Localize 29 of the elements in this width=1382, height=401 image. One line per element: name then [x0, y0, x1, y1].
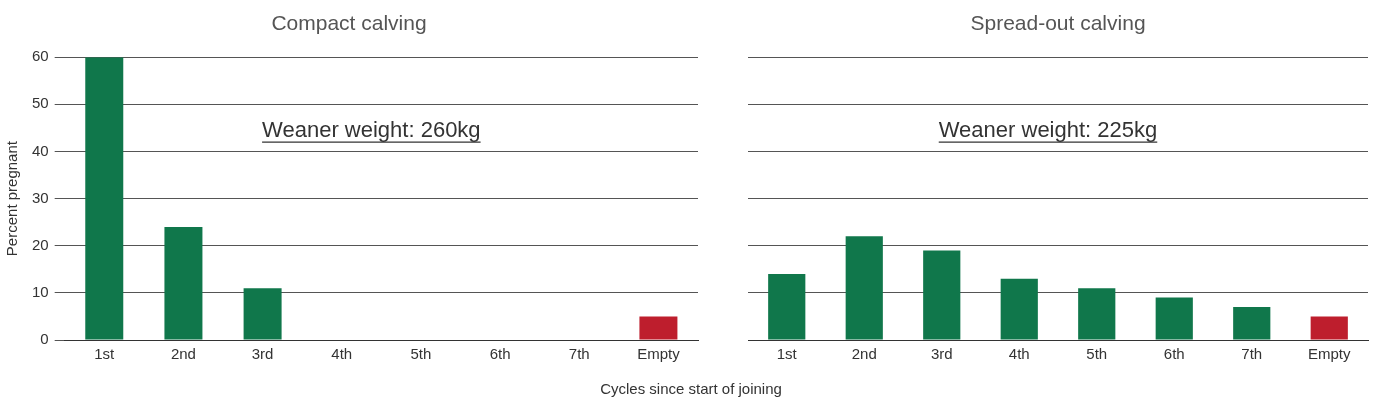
chart-title: Spread-out calving — [970, 11, 1146, 35]
x-tick-label: 4th — [1008, 345, 1030, 363]
y-tick-label: 60 — [32, 47, 49, 65]
x-tick-label: 1st — [94, 345, 116, 363]
x-tick-label: Empty — [1307, 345, 1351, 363]
x-tick-label: 5th — [410, 345, 432, 363]
x-tick-label: 3rd — [251, 345, 274, 363]
x-tick-label: 4th — [331, 345, 353, 363]
y-tick-label: 30 — [32, 188, 49, 206]
x-tick-label: 7th — [568, 345, 590, 363]
x-tick-label: 2nd — [170, 345, 196, 363]
x-tick-label: Empty — [637, 345, 681, 363]
x-axis-title: Cycles since start of joining — [599, 380, 783, 397]
y-tick-label: 20 — [32, 235, 49, 253]
y-tick-label: 0 — [40, 330, 49, 348]
y-axis-title: Percent pregnant — [3, 140, 21, 257]
x-tick-label: 6th — [1163, 345, 1185, 363]
x-tick-label: 6th — [489, 345, 511, 363]
x-tick-label: 5th — [1086, 345, 1108, 363]
x-tick-label: 7th — [1241, 345, 1263, 363]
x-tick-label: 1st — [776, 345, 798, 363]
y-tick-label: 40 — [32, 141, 49, 159]
annotation: Weaner weight: 260kg — [262, 117, 481, 143]
x-tick-label: 3rd — [930, 345, 953, 363]
chart-title: Compact calving — [271, 11, 427, 35]
y-tick-label: 10 — [32, 283, 49, 301]
x-tick-label: 2nd — [851, 345, 877, 363]
y-tick-label: 50 — [32, 94, 49, 112]
annotation: Weaner weight: 225kg — [938, 117, 1158, 143]
